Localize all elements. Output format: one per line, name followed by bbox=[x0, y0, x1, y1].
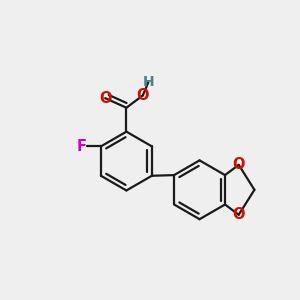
Text: O: O bbox=[136, 88, 149, 103]
Text: O: O bbox=[232, 157, 245, 172]
Text: O: O bbox=[99, 91, 111, 106]
Text: O: O bbox=[232, 207, 245, 222]
Text: F: F bbox=[77, 139, 87, 154]
Text: H: H bbox=[142, 75, 154, 89]
